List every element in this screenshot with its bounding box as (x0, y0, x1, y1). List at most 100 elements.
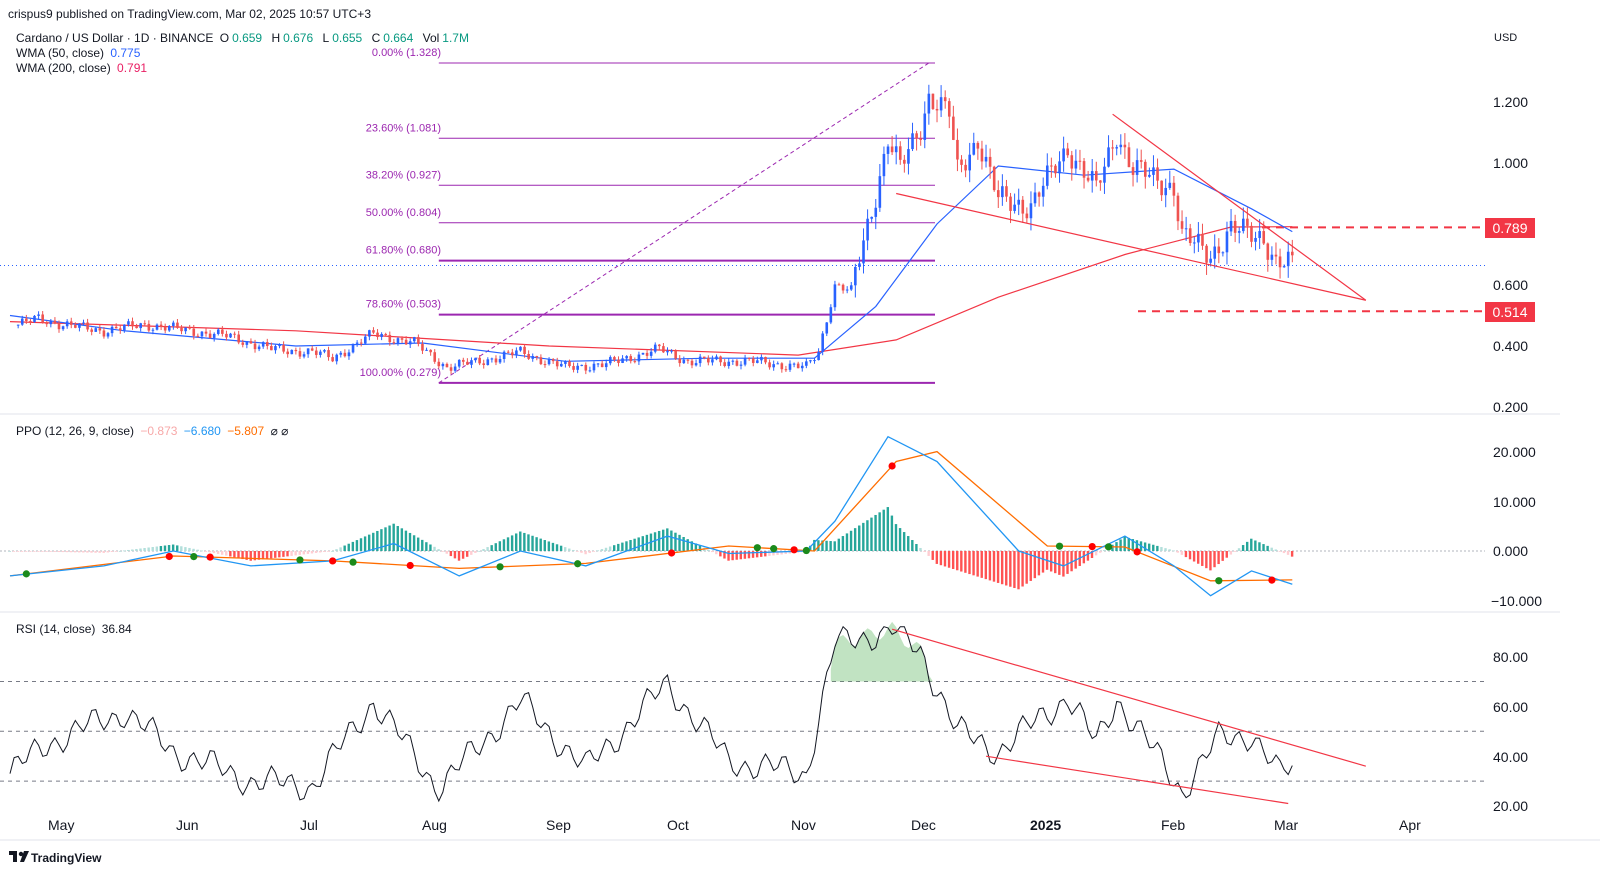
candle-body[interactable] (1197, 233, 1200, 243)
candle-body[interactable] (229, 333, 232, 338)
candle-body[interactable] (204, 331, 208, 334)
candle-body[interactable] (441, 363, 445, 367)
candle-body[interactable] (257, 346, 261, 350)
candle-body[interactable] (123, 324, 126, 331)
candle-body[interactable] (1209, 258, 1212, 263)
candle-body[interactable] (314, 350, 318, 355)
candle-body[interactable] (890, 146, 894, 153)
candle-body[interactable] (1180, 221, 1184, 229)
candle-body[interactable] (1123, 144, 1127, 148)
candle-body[interactable] (747, 357, 751, 359)
candle-body[interactable] (1221, 252, 1225, 254)
candle-body[interactable] (286, 351, 289, 355)
candle-body[interactable] (1242, 218, 1245, 232)
candle-body[interactable] (347, 352, 351, 357)
candle-body[interactable] (1062, 148, 1065, 162)
candle-body[interactable] (482, 363, 486, 365)
candle-body[interactable] (943, 97, 947, 102)
trendline[interactable] (896, 192, 1366, 301)
candle-body[interactable] (163, 326, 167, 331)
candle-body[interactable] (180, 327, 183, 332)
candle-body[interactable] (821, 333, 824, 352)
candle-body[interactable] (584, 364, 588, 371)
candle-body[interactable] (968, 154, 971, 171)
candle-body[interactable] (1050, 165, 1053, 167)
candle-body[interactable] (927, 93, 931, 114)
candle-body[interactable] (715, 356, 718, 360)
candle-body[interactable] (392, 342, 396, 344)
candle-body[interactable] (290, 349, 294, 355)
candle-body[interactable] (919, 138, 922, 140)
candle-body[interactable] (1119, 144, 1123, 148)
candle-body[interactable] (1103, 166, 1106, 183)
candle-body[interactable] (417, 337, 420, 344)
candle-body[interactable] (674, 350, 677, 359)
candle-body[interactable] (327, 350, 330, 358)
candle-body[interactable] (380, 333, 383, 337)
candle-body[interactable] (1286, 251, 1290, 267)
candle-body[interactable] (858, 263, 861, 267)
candle-body[interactable] (282, 344, 285, 352)
candle-body[interactable] (253, 343, 257, 350)
candle-body[interactable] (992, 166, 996, 191)
candle-body[interactable] (1258, 231, 1261, 238)
candle-body[interactable] (237, 334, 240, 343)
candle-body[interactable] (437, 361, 441, 367)
candle-body[interactable] (1266, 243, 1270, 260)
candle-body[interactable] (1094, 171, 1098, 181)
candle-body[interactable] (625, 356, 628, 359)
candle-body[interactable] (511, 352, 514, 356)
ppo-line[interactable] (9, 435, 1293, 597)
candle-body[interactable] (702, 356, 706, 359)
candle-body[interactable] (1201, 233, 1204, 246)
candle-body[interactable] (1205, 245, 1208, 263)
candle-body[interactable] (306, 348, 310, 355)
candle-body[interactable] (539, 357, 543, 365)
ppo-signal-line[interactable] (9, 450, 1293, 582)
candle-body[interactable] (355, 342, 359, 344)
candle-body[interactable] (16, 324, 20, 326)
candle-body[interactable] (1274, 254, 1278, 257)
candle-body[interactable] (817, 351, 820, 361)
candle-body[interactable] (106, 333, 110, 337)
candle-body[interactable] (45, 322, 49, 325)
candle-body[interactable] (911, 133, 914, 150)
candle-body[interactable] (776, 363, 780, 365)
candle-body[interactable] (506, 351, 510, 353)
candle-body[interactable] (984, 156, 988, 162)
candle-body[interactable] (1217, 246, 1221, 254)
candle-body[interactable] (1188, 228, 1192, 243)
candle-body[interactable] (658, 344, 661, 347)
candle-body[interactable] (278, 344, 281, 347)
candle-body[interactable] (274, 346, 277, 351)
candle-body[interactable] (494, 358, 498, 363)
candle-body[interactable] (1139, 160, 1143, 162)
candle-body[interactable] (1086, 177, 1090, 181)
rsi-axis[interactable]: 80.00 60.00 40.00 20.00 (1493, 649, 1528, 814)
candle-body[interactable] (412, 337, 416, 342)
candle-body[interactable] (502, 351, 506, 360)
candle-body[interactable] (1270, 254, 1274, 260)
candle-body[interactable] (956, 139, 959, 160)
candle-body[interactable] (980, 148, 984, 162)
candle-body[interactable] (780, 363, 784, 370)
candle-body[interactable] (935, 108, 939, 111)
candle-body[interactable] (1291, 251, 1294, 256)
ppo-legend[interactable]: PPO (12, 26, 9, close) −0.873 −6.680 −5.… (16, 424, 291, 438)
candle-body[interactable] (592, 363, 596, 371)
candle-body[interactable] (449, 367, 453, 371)
candle-body[interactable] (1082, 161, 1086, 178)
candle-body[interactable] (829, 307, 833, 323)
candle-body[interactable] (739, 364, 743, 366)
candle-body[interactable] (363, 336, 367, 344)
candle-body[interactable] (233, 333, 236, 335)
candle-body[interactable] (335, 354, 339, 362)
candle-body[interactable] (568, 361, 571, 367)
candle-body[interactable] (633, 361, 637, 363)
candle-body[interactable] (33, 315, 36, 322)
candle-body[interactable] (596, 363, 600, 365)
candle-body[interactable] (1131, 167, 1135, 175)
candle-body[interactable] (462, 359, 465, 362)
candle-body[interactable] (221, 329, 224, 334)
